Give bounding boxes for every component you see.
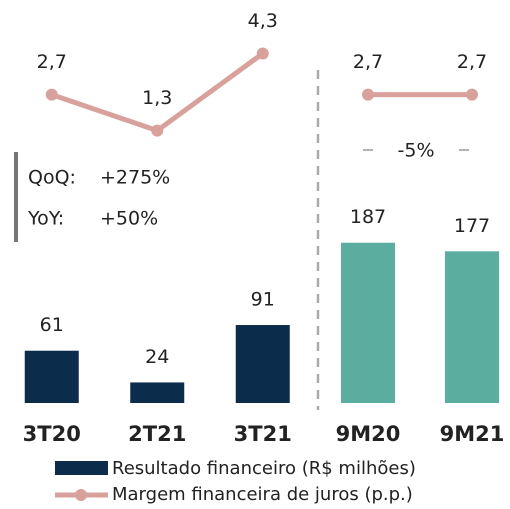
line-point [362, 88, 374, 101]
x-tick-label: 3T20 [23, 422, 81, 446]
bar [341, 242, 395, 403]
line-value-label: 4,3 [248, 10, 278, 32]
bar [235, 325, 290, 403]
line-point [151, 124, 164, 137]
bar [445, 251, 499, 403]
annotation: +50% [100, 208, 158, 230]
line-point [256, 47, 269, 60]
legend-swatch [75, 489, 87, 501]
annotation: YoY: [27, 208, 64, 230]
bar-value-label: 177 [454, 215, 490, 237]
x-tick-label: 2T21 [128, 422, 186, 446]
bar-value-label: 24 [145, 346, 169, 368]
legend-swatch [55, 461, 108, 475]
x-tick-label: 3T21 [234, 422, 292, 446]
annotation: +275% [100, 167, 170, 189]
bar [130, 382, 185, 403]
x-tick-label: 9M21 [440, 422, 505, 446]
bar-value-label: 91 [251, 289, 275, 311]
legend-label: Margem financeira de juros (p.p.) [112, 484, 413, 505]
bar-value-label: 61 [40, 314, 64, 336]
annotation: -5% [398, 140, 435, 162]
line-point [45, 88, 58, 101]
line-point [466, 88, 478, 101]
line-value-label: 1,3 [142, 87, 172, 109]
bar-value-label: 187 [350, 206, 386, 228]
line-value-label: 2,7 [37, 51, 67, 73]
line-value-label: 2,7 [457, 51, 487, 73]
legend-label: Resultado financeiro (R$ milhões) [112, 458, 416, 479]
bar [24, 350, 79, 403]
annotation-bar [14, 152, 18, 242]
annotation: QoQ: [28, 167, 76, 189]
line-value-label: 2,7 [353, 51, 383, 73]
x-tick-label: 9M20 [336, 422, 401, 446]
